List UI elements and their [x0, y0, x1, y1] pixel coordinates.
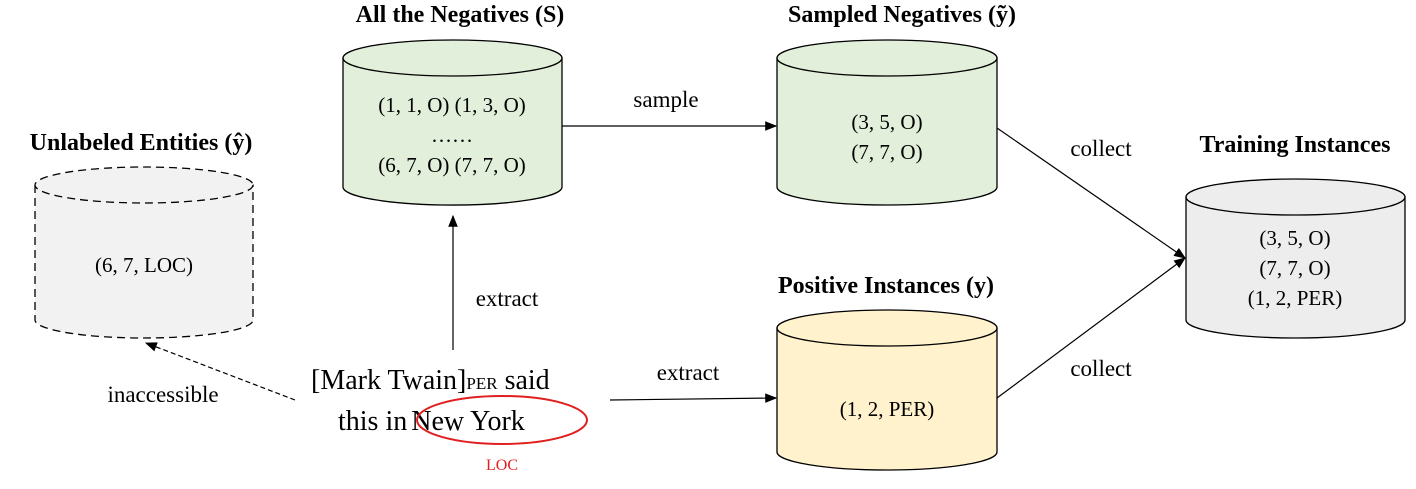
entity-span: [Mark Twain] [311, 365, 466, 396]
node-line: …… [431, 123, 473, 147]
node-title: Positive Instances (y) [778, 273, 994, 299]
cylinder-negatives [342, 57, 563, 206]
arrow-collect-bottom [996, 257, 1186, 399]
entity-type: PER [466, 374, 498, 393]
node-title: Unlabeled Entities (ŷ) [30, 130, 253, 156]
node-line: (1, 2, PER) [1248, 286, 1343, 310]
edge-label: extract [476, 286, 539, 311]
edge-label: inaccessible [107, 382, 218, 407]
arrow-inaccessible [144, 342, 296, 401]
cylinder-unlabeled [34, 184, 254, 339]
edge-label: collect [1070, 136, 1132, 161]
sentence-word: said [505, 365, 550, 396]
node-line: (7, 7, O) [851, 140, 922, 164]
node-title: All the Negatives (S) [356, 2, 565, 28]
node-title: Sampled Negatives (ỹ) [788, 2, 1016, 28]
edge-label: collect [1070, 356, 1132, 381]
edge-label: sample [633, 87, 698, 112]
cylinder-positive [776, 327, 998, 471]
node-line: (7, 7, O) [1259, 256, 1330, 280]
arrow-extract-right [609, 393, 778, 403]
entity-label: LOC [486, 457, 518, 474]
node-line: (1, 1, O) (1, 3, O) [378, 93, 526, 117]
node-title: Training Instances [1200, 132, 1391, 158]
titles: Unlabeled Entities (ŷ) All the Negatives… [30, 2, 1391, 299]
cylinder-sampled [776, 57, 998, 206]
sentence: [Mark Twain]PER said this in New York LOC [311, 365, 588, 474]
node-line: (3, 5, O) [1259, 226, 1330, 250]
cylinders [34, 39, 1406, 471]
cylinder-positive-top [776, 309, 998, 347]
edge-label: extract [657, 360, 720, 385]
node-line: (6, 7, LOC) [95, 253, 193, 277]
arrow-collect-top [996, 127, 1186, 259]
edge-labels: sample collect collect extract extract i… [107, 87, 1132, 407]
node-line: (6, 7, O) (7, 7, O) [378, 153, 526, 177]
cylinder-sampled-top [776, 39, 998, 77]
cylinder-negatives-top [342, 39, 563, 77]
sentence-line: this in New York [338, 406, 525, 437]
entity-circle [416, 395, 588, 445]
cylinder-training-top [1185, 178, 1406, 216]
cylinder-training [1185, 196, 1406, 339]
node-line: (1, 2, PER) [840, 397, 935, 421]
arrows [144, 121, 1186, 403]
contents: (6, 7, LOC) (1, 1, O) (1, 3, O) …… (6, 7… [95, 93, 1342, 421]
unlabeled-entity: New York [411, 406, 525, 437]
cylinder-unlabeled-top [34, 166, 254, 204]
sentence-line: [Mark Twain]PER said [311, 365, 550, 396]
node-line: (3, 5, O) [851, 110, 922, 134]
sentence-word: this in [338, 406, 407, 437]
